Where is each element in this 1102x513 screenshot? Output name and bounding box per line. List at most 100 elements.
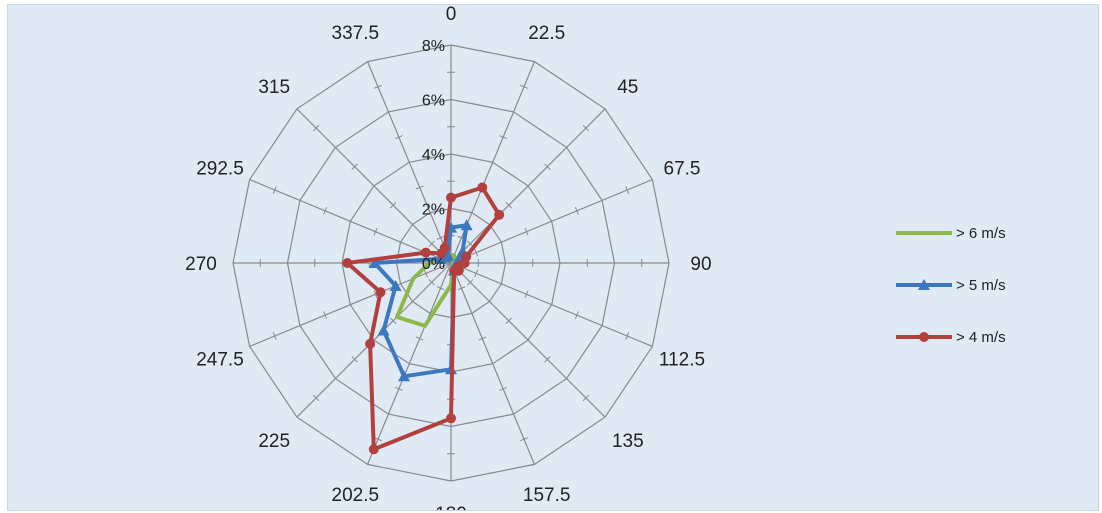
spoke-tick	[428, 240, 435, 247]
spoke-tick	[474, 269, 479, 278]
spoke-tick	[436, 235, 445, 240]
spoke-tick	[574, 311, 579, 320]
grid-spoke	[249, 262, 452, 347]
spoke-tick	[505, 202, 512, 209]
grid-spoke	[450, 262, 535, 465]
data-point	[446, 413, 456, 424]
radial-tick-label: 2%	[422, 202, 445, 219]
spoke-tick	[544, 356, 551, 363]
spoke-tick	[499, 386, 508, 391]
spoke-tick	[351, 356, 358, 363]
spoke-tick	[323, 206, 328, 215]
direction-label: 337.5	[332, 23, 380, 44]
spoke-tick	[625, 186, 630, 194]
data-point	[375, 287, 386, 298]
radar-chart: 0 22.5 45 67.5 90 112.5 135 157.5 180 202.5 225 247…	[185, 5, 1006, 510]
spoke-tick	[373, 290, 378, 299]
grid-spoke	[450, 179, 653, 264]
chart-area: 0 22.5 45 67.5 90 112.5 135 157.5 180 202.5 225 247…	[7, 4, 1099, 511]
spoke-tick	[415, 185, 424, 190]
spoke-tick	[474, 248, 479, 257]
legend-marker	[918, 279, 930, 290]
direction-label: 90	[690, 254, 711, 275]
direction-label: 135	[612, 431, 644, 452]
spoke-tick	[390, 317, 397, 324]
data-point	[389, 279, 402, 291]
spoke-tick	[272, 332, 277, 340]
legend-marker	[919, 332, 929, 342]
legend-label: > 4 m/s	[956, 329, 1006, 346]
radial-tick-label: 0%	[422, 256, 445, 273]
spoke-tick	[499, 135, 508, 140]
spoke-tick	[520, 84, 528, 89]
radar-spokes	[233, 45, 669, 481]
spoke-tick	[423, 269, 428, 278]
direction-label: 112.5	[659, 350, 705, 371]
spoke-tick	[272, 186, 277, 194]
direction-label: 45	[617, 77, 638, 98]
spoke-tick	[582, 394, 590, 402]
direction-label: 247.5	[196, 350, 244, 371]
direction-label: 315	[258, 77, 290, 98]
data-point	[368, 257, 381, 268]
spoke-tick	[394, 386, 403, 391]
data-point	[439, 242, 450, 253]
grid-spoke	[450, 262, 653, 347]
spoke-tick	[582, 124, 590, 132]
radial-tick-label: 4%	[422, 147, 445, 164]
direction-label: 22.5	[528, 23, 565, 44]
spoke-tick	[312, 394, 320, 402]
grid-spoke	[367, 262, 452, 465]
legend: > 6 m/s > 5 m/s > 4 m/s	[896, 225, 1006, 346]
data-point	[365, 338, 376, 349]
radial-tick-label: 8%	[422, 38, 445, 55]
legend-label: > 6 m/s	[956, 225, 1006, 242]
direction-label: 180	[435, 504, 467, 510]
legend-label: > 5 m/s	[956, 277, 1006, 294]
spoke-tick	[428, 279, 435, 286]
direction-label: 67.5	[664, 158, 701, 179]
data-point	[494, 209, 505, 220]
data-point	[446, 192, 456, 203]
data-point	[377, 324, 390, 336]
series-1	[368, 219, 473, 382]
spoke-tick	[524, 227, 529, 236]
spoke-tick	[374, 84, 382, 89]
data-point	[460, 219, 473, 231]
spoke-tick	[394, 135, 403, 140]
grid-spoke	[296, 108, 452, 264]
data-point	[368, 444, 379, 455]
direction-label: 270	[185, 254, 217, 275]
radial-tick-label: 6%	[422, 93, 445, 110]
data-point	[342, 258, 353, 268]
data-point	[398, 370, 411, 382]
spoke-tick	[457, 286, 466, 291]
spoke-tick	[544, 163, 551, 170]
direction-label: 157.5	[523, 485, 571, 506]
spoke-tick	[467, 279, 474, 286]
spoke-tick	[415, 336, 424, 341]
spoke-tick	[373, 227, 378, 236]
grid-spoke	[450, 108, 606, 264]
spoke-tick	[374, 437, 382, 442]
series-2	[342, 182, 505, 455]
direction-label: 0	[446, 5, 457, 25]
direction-label: 225	[258, 431, 290, 452]
legend-item: > 6 m/s	[896, 225, 1006, 242]
grid-spoke	[296, 262, 452, 418]
spoke-tick	[436, 286, 445, 291]
data-point	[477, 182, 488, 193]
spoke-tick	[390, 202, 397, 209]
grid-spoke	[450, 262, 606, 418]
data-point	[449, 265, 460, 276]
direction-label: 292.5	[196, 158, 244, 179]
spoke-tick	[467, 240, 474, 247]
spoke-tick	[520, 437, 528, 442]
series-line	[345, 185, 502, 452]
axis-labels: 0 22.5 45 67.5 90 112.5 135 157.5 180 202.5 225 247…	[185, 5, 711, 510]
spoke-tick	[312, 124, 320, 132]
spoke-tick	[524, 290, 529, 299]
spoke-tick	[505, 317, 512, 324]
data-point	[441, 249, 454, 261]
grid-spoke	[367, 61, 452, 264]
